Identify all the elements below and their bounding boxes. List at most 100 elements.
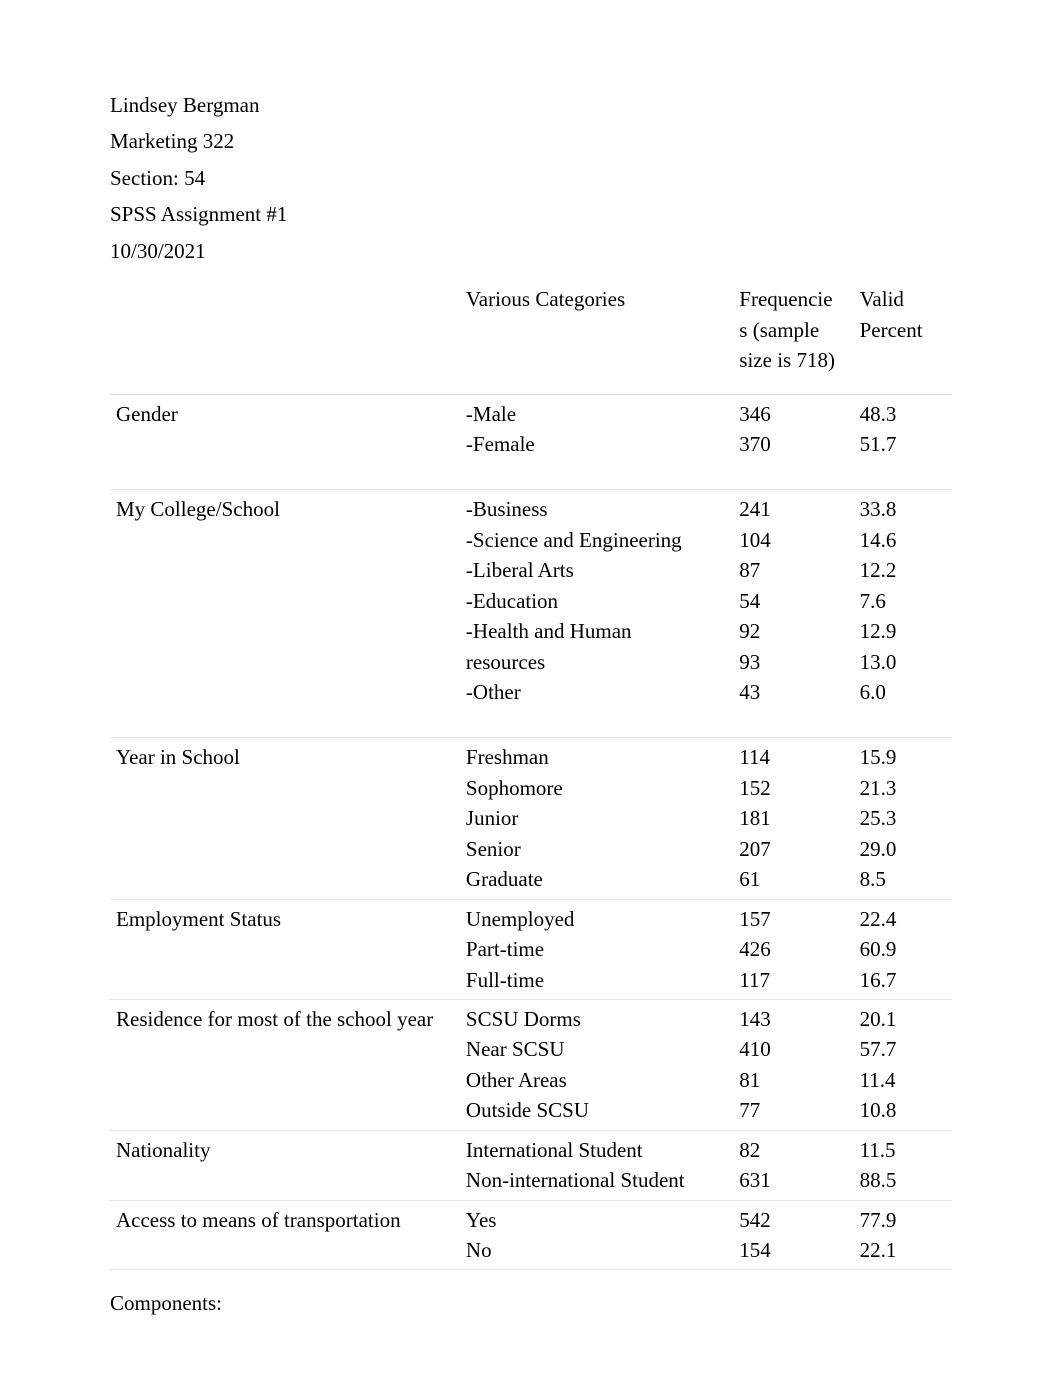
row-label: Access to means of transportation — [110, 1200, 460, 1270]
row-percents: 22.460.916.7 — [854, 899, 952, 999]
row-percents: 77.922.1 — [854, 1200, 952, 1270]
row-frequencies: 157426117 — [733, 899, 853, 999]
percent-value: 10.8 — [860, 1095, 946, 1125]
row-label: My College/School — [110, 490, 460, 738]
row-label: Gender — [110, 394, 460, 490]
category-value: No — [466, 1235, 727, 1265]
frequency-value: 542 — [739, 1205, 847, 1235]
frequency-value: 77 — [739, 1095, 847, 1125]
frequency-value: 54 — [739, 586, 847, 616]
table-header-row: Various Categories Frequencie s (sample … — [110, 278, 952, 394]
category-value: -Science and Engineering — [466, 525, 727, 555]
category-value: Yes — [466, 1205, 727, 1235]
row-frequencies: 346370 — [733, 394, 853, 490]
category-value: resources — [466, 647, 727, 677]
table-row: NationalityInternational StudentNon-inte… — [110, 1130, 952, 1200]
percent-value: 57.7 — [860, 1034, 946, 1064]
percent-value: 20.1 — [860, 1004, 946, 1034]
table-body: Gender-Male-Female34637048.351.7My Colle… — [110, 394, 952, 1270]
category-value: Graduate — [466, 864, 727, 894]
category-value: Near SCSU — [466, 1034, 727, 1064]
frequency-table: Various Categories Frequencie s (sample … — [110, 278, 952, 1270]
table-row: Access to means of transportationYesNo54… — [110, 1200, 952, 1270]
frequency-value: 207 — [739, 834, 847, 864]
category-value: Freshman — [466, 742, 727, 772]
category-value: International Student — [466, 1135, 727, 1165]
percent-value: 12.2 — [860, 555, 946, 585]
frequency-value: 104 — [739, 525, 847, 555]
percent-value: 8.5 — [860, 864, 946, 894]
category-value: Other Areas — [466, 1065, 727, 1095]
category-value: -Male — [466, 399, 727, 429]
row-categories: -Male-Female — [460, 394, 733, 490]
frequency-value: 631 — [739, 1165, 847, 1195]
frequency-value: 426 — [739, 934, 847, 964]
row-frequencies: 1434108177 — [733, 999, 853, 1130]
category-value: Non-international Student — [466, 1165, 727, 1195]
row-frequencies: 11415218120761 — [733, 738, 853, 899]
percent-value: 60.9 — [860, 934, 946, 964]
row-spacer — [466, 459, 727, 485]
percent-value: 13.0 — [860, 647, 946, 677]
percent-value: 7.6 — [860, 586, 946, 616]
row-label: Residence for most of the school year — [110, 999, 460, 1130]
percent-value: 22.1 — [860, 1235, 946, 1265]
assignment-title: SPSS Assignment #1 — [110, 199, 952, 229]
frequency-value: 154 — [739, 1235, 847, 1265]
document-date: 10/30/2021 — [110, 236, 952, 266]
category-value: Junior — [466, 803, 727, 833]
row-categories: YesNo — [460, 1200, 733, 1270]
category-value: Unemployed — [466, 904, 727, 934]
frequency-value: 152 — [739, 773, 847, 803]
percent-value: 88.5 — [860, 1165, 946, 1195]
row-label: Year in School — [110, 738, 460, 899]
row-frequencies: 542154 — [733, 1200, 853, 1270]
frequency-value: 181 — [739, 803, 847, 833]
pct-header-line1: Valid — [860, 284, 946, 314]
category-value: Part-time — [466, 934, 727, 964]
freq-header-line3: size is 718) — [739, 345, 847, 375]
frequency-value: 92 — [739, 616, 847, 646]
percent-value: 33.8 — [860, 494, 946, 524]
percent-value: 11.4 — [860, 1065, 946, 1095]
category-value: Full-time — [466, 965, 727, 995]
col-header-percent: Valid Percent — [854, 278, 952, 394]
percent-value: 48.3 — [860, 399, 946, 429]
pct-header-line2: Percent — [860, 315, 946, 345]
row-categories: FreshmanSophomoreJuniorSeniorGraduate — [460, 738, 733, 899]
course-name: Marketing 322 — [110, 126, 952, 156]
category-value: Sophomore — [466, 773, 727, 803]
percent-value: 15.9 — [860, 742, 946, 772]
frequency-value: 143 — [739, 1004, 847, 1034]
percent-value: 21.3 — [860, 773, 946, 803]
category-value: Outside SCSU — [466, 1095, 727, 1125]
table-row: Residence for most of the school yearSCS… — [110, 999, 952, 1130]
category-value: -Health and Human — [466, 616, 727, 646]
table-row: My College/School-Business-Science and E… — [110, 490, 952, 738]
frequency-value: 157 — [739, 904, 847, 934]
percent-value: 14.6 — [860, 525, 946, 555]
frequency-value: 81 — [739, 1065, 847, 1095]
row-categories: International StudentNon-international S… — [460, 1130, 733, 1200]
frequency-value: 117 — [739, 965, 847, 995]
percent-value: 11.5 — [860, 1135, 946, 1165]
category-value: Senior — [466, 834, 727, 864]
row-frequencies: 82631 — [733, 1130, 853, 1200]
freq-header-line2: s (sample — [739, 315, 847, 345]
components-label: Components: — [110, 1288, 952, 1318]
col-header-categories: Various Categories — [460, 278, 733, 394]
percent-value: 12.9 — [860, 616, 946, 646]
percent-value: 25.3 — [860, 803, 946, 833]
row-percents: 11.588.5 — [854, 1130, 952, 1200]
frequency-value: 43 — [739, 677, 847, 707]
table-row: Gender-Male-Female34637048.351.7 — [110, 394, 952, 490]
percent-value: 51.7 — [860, 429, 946, 459]
category-value: -Liberal Arts — [466, 555, 727, 585]
percent-value: 29.0 — [860, 834, 946, 864]
row-percents: 48.351.7 — [854, 394, 952, 490]
row-percents: 20.157.711.410.8 — [854, 999, 952, 1130]
frequency-value: 114 — [739, 742, 847, 772]
percent-value: 16.7 — [860, 965, 946, 995]
section-number: Section: 54 — [110, 163, 952, 193]
percent-value: 22.4 — [860, 904, 946, 934]
